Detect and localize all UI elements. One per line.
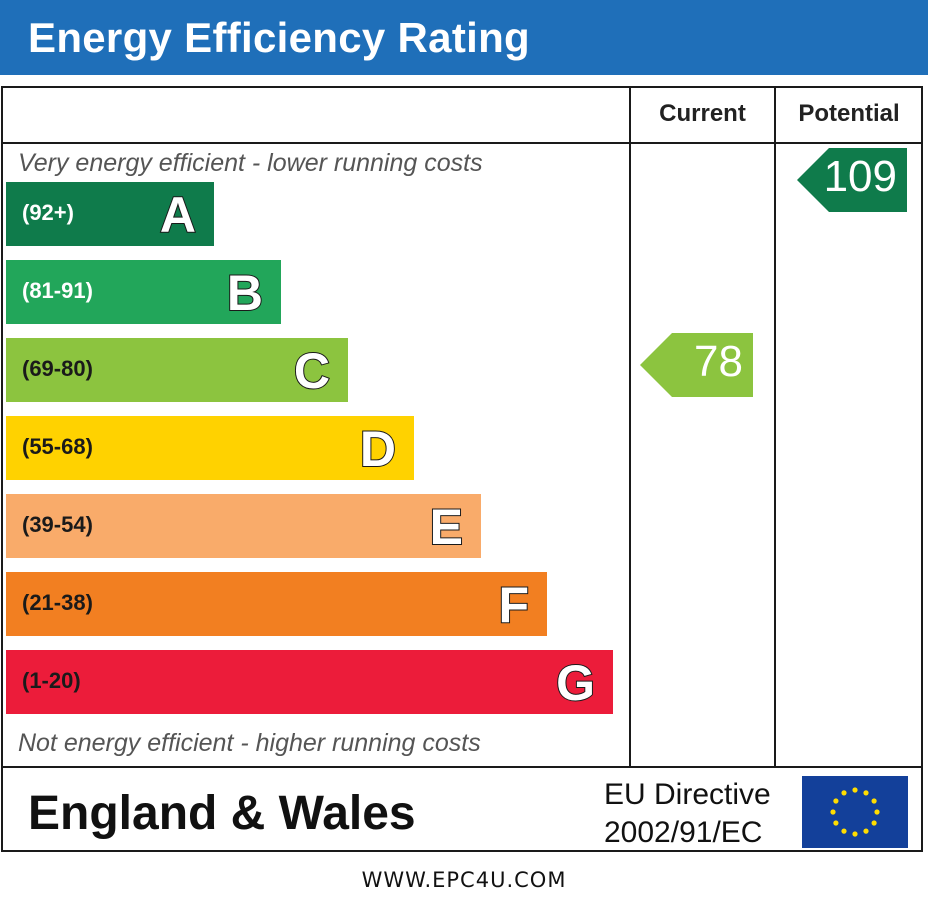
rating-band-d: (55-68) D [6, 416, 414, 480]
header-divider [1, 142, 923, 144]
rating-band-a: (92+) A [6, 182, 214, 246]
footer-divider [1, 766, 923, 768]
eu-directive: EU Directive 2002/91/EC [604, 776, 771, 852]
chart-title: Energy Efficiency Rating [28, 14, 530, 61]
band-letter: D [359, 420, 397, 478]
band-letter: G [555, 654, 596, 712]
top-caption: Very energy efficient - lower running co… [18, 149, 483, 177]
potential-rating-arrow: 109 [797, 148, 907, 212]
website-url: WWW.EPC4U.COM [361, 868, 567, 892]
potential-arrow-shape [797, 148, 907, 212]
rating-frame [1, 86, 923, 852]
eu-flag-icon [802, 776, 908, 848]
divider-potential [774, 86, 776, 768]
title-bar: Energy Efficiency Rating [0, 0, 928, 75]
divider-current [629, 86, 631, 768]
rating-band-g: (1-20) G [6, 650, 613, 714]
rating-band-c: (69-80) C [6, 338, 348, 402]
band-range-label: (21-38) [22, 590, 93, 615]
region-label: England & Wales [28, 787, 416, 840]
band-range-label: (39-54) [22, 512, 93, 537]
band-range-label: (81-91) [22, 278, 93, 303]
band-range-label: (55-68) [22, 434, 93, 459]
band-range-label: (1-20) [22, 668, 81, 693]
directive-line-1: EU Directive [604, 778, 771, 811]
current-rating-arrow: 78 [640, 333, 753, 397]
directive-line-2: 2002/91/EC [604, 816, 763, 849]
bottom-caption: Not energy efficient - higher running co… [18, 729, 481, 757]
column-header-current: Current [659, 100, 746, 127]
band-letter: F [497, 576, 530, 634]
current-arrow-shape [640, 333, 753, 397]
current-rating-value: 78 [694, 337, 743, 386]
band-letter: C [293, 342, 331, 400]
band-letter: B [226, 264, 264, 322]
rating-band-e: (39-54) E [6, 494, 481, 558]
column-header-potential: Potential [798, 100, 900, 127]
potential-rating-value: 109 [823, 152, 897, 201]
rating-band-f: (21-38) F [6, 572, 547, 636]
band-range-label: (92+) [22, 200, 74, 225]
band-letter: A [159, 186, 197, 244]
band-range-label: (69-80) [22, 356, 93, 381]
rating-band-b: (81-91) B [6, 260, 281, 324]
band-letter: E [429, 498, 464, 556]
